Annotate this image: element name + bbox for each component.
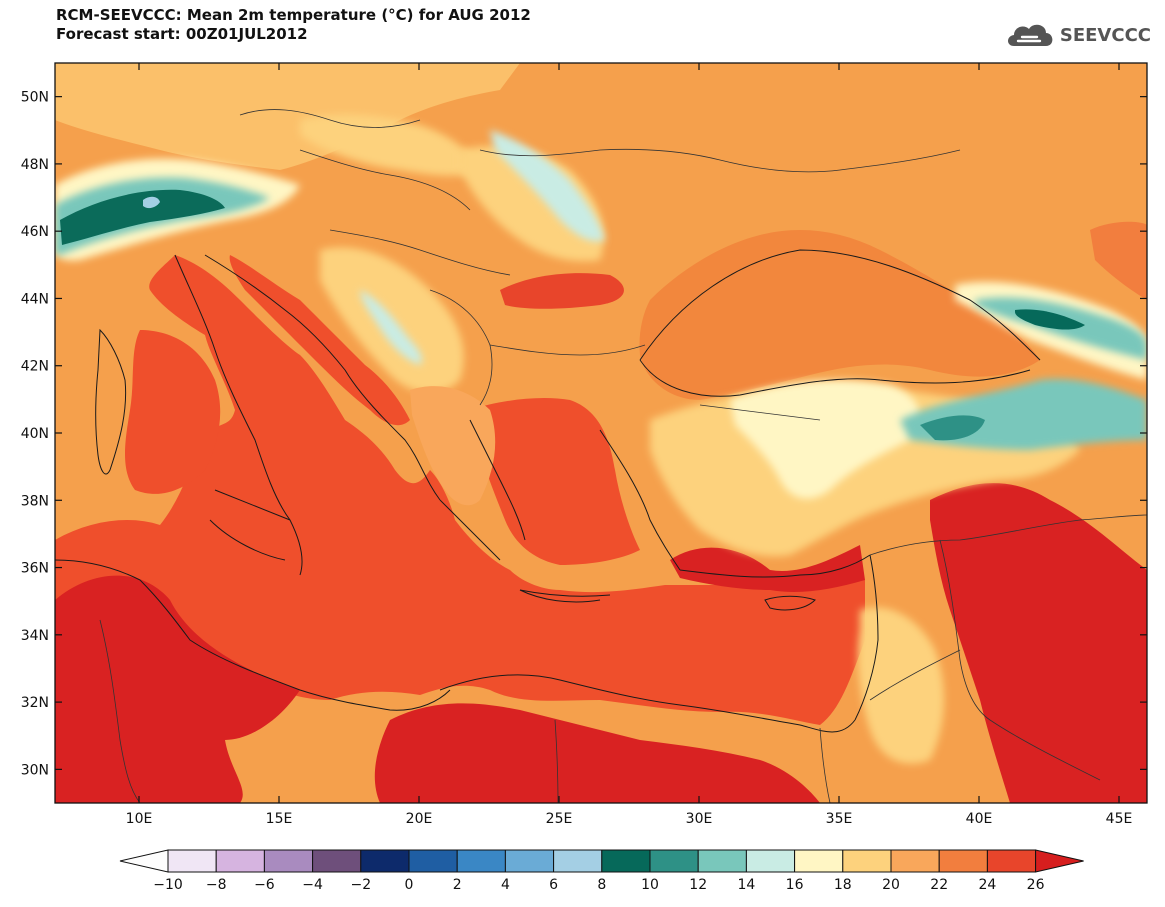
greece-mainland-warm — [410, 386, 496, 506]
colorbar-box — [167, 849, 217, 873]
lon-tick-label: 30E — [686, 811, 713, 827]
colorbar-box — [312, 849, 362, 873]
colorbar-label: 2 — [453, 877, 462, 893]
lat-tick-label: 50N — [21, 90, 49, 106]
lat-tick-label: 48N — [21, 157, 49, 173]
colorbar-label: 12 — [689, 877, 707, 893]
black-sea — [639, 230, 1040, 400]
lat-tick-label: 40N — [21, 426, 49, 442]
colorbar-box — [504, 849, 555, 873]
lon-tick-label: 15E — [266, 811, 293, 827]
lon-tick-label: 45E — [1106, 811, 1133, 827]
longitude-axis: 10E 15E 20E 25E 30E 35E 40E 45E — [126, 63, 1133, 827]
lon-tick-label: 25E — [546, 811, 573, 827]
colorbar-label: −2 — [350, 877, 371, 893]
colorbar-label: 4 — [501, 877, 510, 893]
colorbar-over-triangle — [1035, 849, 1084, 873]
temperature-field — [55, 63, 1147, 803]
colorbar-label: 24 — [978, 877, 996, 893]
jordan-warm — [858, 607, 945, 764]
lat-tick-label: 42N — [21, 359, 49, 375]
colorbar-box — [601, 849, 651, 873]
north-africa-hot — [55, 575, 300, 803]
anatolia-cool — [730, 380, 921, 499]
lat-tick-label: 44N — [21, 291, 49, 307]
syria-iraq-hot — [930, 483, 1147, 803]
coastlines — [55, 249, 1041, 733]
colorbar-box — [649, 849, 699, 873]
lat-tick-label: 30N — [21, 762, 49, 778]
east-anatolia-colder — [920, 415, 985, 441]
lat-tick-label: 32N — [21, 695, 49, 711]
colorbar-box — [215, 849, 265, 873]
colorbar: −10 −8 −6 −4 −2 0 2 4 6 8 10 12 14 16 18 20 22 24 26 — [119, 849, 1084, 893]
colorbar-box — [938, 849, 988, 873]
logo-text: SEEVCCC — [1059, 24, 1151, 46]
lon-tick-label: 10E — [126, 811, 153, 827]
chart-title: RCM-SEEVCCC: Mean 2m temperature (°C) fo… — [56, 6, 531, 44]
colorbar-label: 6 — [549, 877, 558, 893]
colorbar-box — [263, 849, 314, 873]
colorbar-box — [697, 849, 747, 873]
colorbar-label: 26 — [1027, 877, 1045, 893]
colorbar-label: 8 — [597, 877, 606, 893]
colorbar-label: 10 — [641, 877, 659, 893]
alps-cold-dark — [60, 189, 225, 245]
colorbar-under-triangle — [119, 849, 169, 873]
lat-tick-label: 34N — [21, 628, 49, 644]
caspian-edge — [1090, 221, 1147, 300]
colorbar-label: −6 — [254, 877, 275, 893]
colorbar-label: −4 — [302, 877, 323, 893]
colorbar-box — [360, 849, 410, 873]
lon-tick-label: 20E — [406, 811, 433, 827]
carpathian-warm — [460, 146, 604, 262]
caucasus-coldest — [1015, 309, 1085, 330]
adriatic-sea — [229, 255, 410, 426]
colorbar-label: −8 — [206, 877, 227, 893]
title-line-1: RCM-SEEVCCC: Mean 2m temperature (°C) fo… — [56, 6, 531, 24]
colorbar-box — [745, 849, 796, 873]
lat-tick-label: 36N — [21, 561, 49, 577]
colorbar-label: 16 — [786, 877, 804, 893]
colorbar-box — [890, 849, 940, 873]
colorbar-box — [794, 849, 844, 873]
colorbar-label: −10 — [153, 877, 183, 893]
carpathian-cool — [490, 130, 605, 242]
tyrrhenian-sea — [125, 330, 221, 494]
mediterranean-sea — [55, 255, 865, 725]
colorbar-box — [553, 849, 603, 873]
dinaric-cool — [360, 290, 422, 365]
latitude-axis: 50N 48N 46N 44N 42N 40N 38N 36N 34N 32N 30N — [21, 90, 1147, 778]
colorbar-label: 22 — [930, 877, 948, 893]
colorbar-box — [408, 849, 458, 873]
colorbar-label: 18 — [834, 877, 852, 893]
lat-tick-label: 38N — [21, 493, 49, 509]
central-europe-warm — [55, 63, 520, 170]
lat-tick-label: 46N — [21, 224, 49, 240]
aegean-sea — [470, 398, 640, 565]
romania-hot-band — [500, 273, 624, 309]
central-europe-warm-2 — [300, 114, 480, 176]
colorbar-label: 20 — [882, 877, 900, 893]
title-line-2: Forecast start: 00Z01JUL2012 — [56, 25, 308, 43]
cloud-icon — [1007, 24, 1053, 46]
colorbar-label: 14 — [737, 877, 755, 893]
colorbar-box — [456, 849, 506, 873]
libya-egypt-hot — [374, 703, 820, 803]
alps-peak — [143, 196, 160, 209]
borders — [99, 109, 1147, 803]
lon-tick-label: 35E — [826, 811, 853, 827]
colorbar-label: 0 — [405, 877, 414, 893]
lon-tick-label: 40E — [966, 811, 993, 827]
colorbar-box — [986, 849, 1037, 873]
colorbar-box — [842, 849, 892, 873]
turkey-south-coast-hot — [670, 545, 865, 592]
seevccc-logo: SEEVCCC — [1004, 20, 1151, 50]
